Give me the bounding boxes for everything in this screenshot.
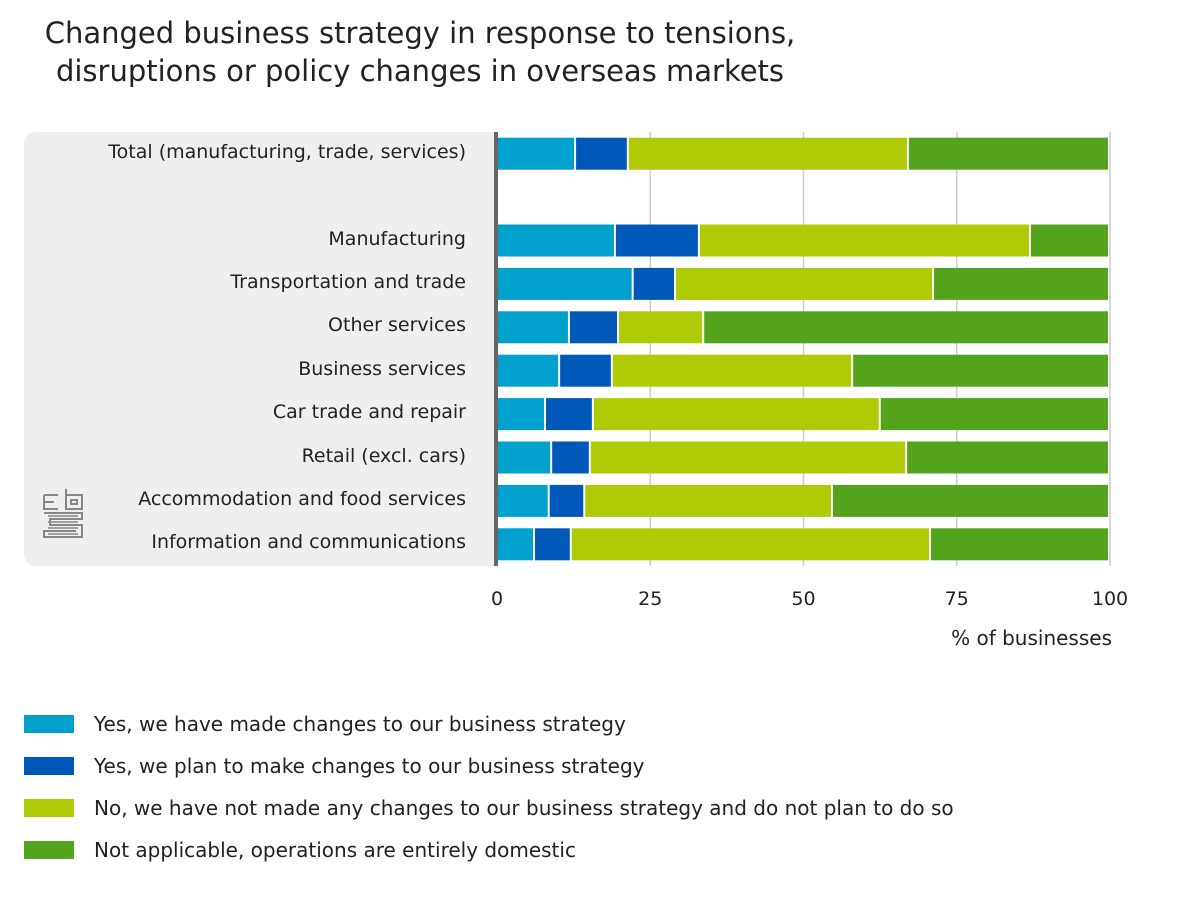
bar-segment: [497, 224, 614, 257]
bar-segment: [931, 528, 1108, 561]
legend-swatch: [24, 756, 74, 775]
chart-title: Changed business strategy in response to…: [0, 14, 840, 90]
x-tick-label: 50: [791, 588, 816, 610]
y-axis-line: [494, 132, 498, 566]
legend-swatch: [24, 840, 74, 859]
x-tick-label: 0: [490, 588, 504, 610]
bar-segment: [576, 137, 627, 170]
legend: Yes, we have made changes to our busines…: [24, 712, 954, 880]
bar-segment: [571, 528, 930, 561]
category-label-panel: [24, 132, 496, 566]
category-label: Car trade and repair: [272, 401, 466, 424]
bar-segment: [907, 441, 1108, 474]
bar-segment: [546, 398, 592, 431]
bar-segment: [699, 224, 1029, 257]
bar-segment: [832, 484, 1108, 517]
x-axis-label: % of businesses: [951, 626, 1112, 650]
legend-label: Yes, we plan to make changes to our busi…: [94, 753, 645, 778]
cbs-logo-icon: [42, 487, 86, 543]
legend-label: Not applicable, operations are entirely …: [94, 837, 576, 862]
category-label: Total (manufacturing, trade, services): [108, 140, 466, 163]
bar-segment: [560, 354, 611, 387]
chart-title-line-2: disruptions or policy changes in oversea…: [55, 54, 785, 88]
x-tick-label: 25: [638, 588, 663, 610]
bar-segment: [590, 441, 906, 474]
bar-segment: [880, 398, 1108, 431]
category-label: Manufacturing: [328, 227, 466, 250]
legend-item: Yes, we plan to make changes to our busi…: [24, 753, 954, 778]
legend-item: No, we have not made any changes to our …: [24, 795, 954, 820]
bar-segment: [934, 267, 1108, 300]
bar-segment: [633, 267, 674, 300]
bar-segment: [704, 311, 1108, 344]
bar-segment: [628, 137, 907, 170]
bar-segment: [612, 354, 852, 387]
bar-segment: [497, 311, 568, 344]
bar-segment: [497, 354, 559, 387]
bar-segment: [585, 484, 831, 517]
legend-item: Yes, we have made changes to our busines…: [24, 711, 954, 736]
bar-segment: [618, 311, 703, 344]
legend-swatch: [24, 714, 74, 733]
bar-segment: [497, 137, 575, 170]
bar-segment: [908, 137, 1108, 170]
legend-item: Not applicable, operations are entirely …: [24, 837, 954, 862]
chart-title-line-1: Changed business strategy in response to…: [44, 16, 796, 50]
category-label: Information and communications: [151, 531, 466, 554]
bar-segment: [569, 311, 617, 344]
bar-segment: [1030, 224, 1108, 257]
bar-segment: [593, 398, 879, 431]
category-label: Business services: [298, 357, 466, 380]
bar-segment: [615, 224, 698, 257]
bar-segment: [535, 528, 570, 561]
bar-segment: [675, 267, 933, 300]
category-label: Retail (excl. cars): [301, 444, 466, 467]
legend-label: No, we have not made any changes to our …: [94, 795, 954, 820]
category-label: Other services: [328, 314, 466, 337]
bar-segment: [549, 484, 584, 517]
bar-segment: [497, 398, 545, 431]
bar-segment: [497, 528, 534, 561]
bar-segment: [497, 484, 548, 517]
bar-segment: [497, 441, 551, 474]
bar-segment: [853, 354, 1108, 387]
x-tick-label: 75: [944, 588, 969, 610]
legend-swatch: [24, 798, 74, 817]
bar-segment: [497, 267, 632, 300]
category-label: Accommodation and food services: [138, 487, 466, 510]
bar-segment: [552, 441, 589, 474]
x-tick-label: 100: [1091, 588, 1129, 610]
legend-label: Yes, we have made changes to our busines…: [94, 711, 626, 736]
category-label: Transportation and trade: [230, 270, 466, 293]
